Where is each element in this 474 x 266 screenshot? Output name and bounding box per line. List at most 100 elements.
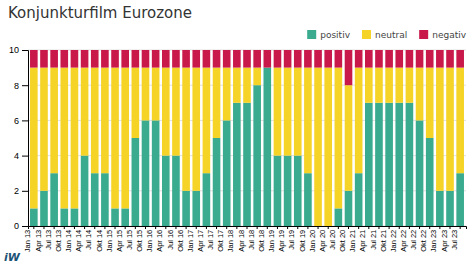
x-tick: Jul 14 xyxy=(84,226,94,250)
x-tick-mark xyxy=(125,226,126,229)
x-tick-mark xyxy=(399,226,400,229)
bar-segment xyxy=(111,68,119,209)
bar-segment xyxy=(284,68,292,156)
x-tick: Jan 16 xyxy=(145,226,155,252)
bar-segment xyxy=(385,68,393,103)
bar-segment xyxy=(172,156,180,226)
x-tick: Jan 17 xyxy=(186,226,196,252)
x-tick-mark xyxy=(429,226,430,229)
x-tick: Okt 14 xyxy=(95,226,105,252)
bar-segment xyxy=(30,68,38,209)
bar-segment xyxy=(436,50,444,68)
x-tick-label: Apr 22 xyxy=(399,230,408,252)
x-tick: Apr 23 xyxy=(440,226,450,252)
bar-segment xyxy=(111,50,119,68)
bar-segment xyxy=(182,50,190,68)
annotation: iW xyxy=(4,251,21,264)
x-tick-mark xyxy=(186,226,187,229)
legend-label: neutral xyxy=(375,30,407,40)
bar-segment xyxy=(162,50,170,68)
x-tick-mark xyxy=(439,226,440,229)
x-tick-mark xyxy=(267,226,268,229)
bar-segment xyxy=(243,68,251,103)
bar-segment xyxy=(365,50,373,68)
x-tick-mark xyxy=(196,226,197,229)
x-tick: Apr 21 xyxy=(358,226,368,252)
x-tick-mark xyxy=(115,226,116,229)
x-tick: Apr 14 xyxy=(74,226,84,252)
bar-segment xyxy=(375,50,383,68)
bar-segment xyxy=(365,68,373,103)
y-tick-mark xyxy=(22,85,28,86)
plot: 0246810Jan 13Apr 13Jul 13Okt 13Jan 14Apr… xyxy=(9,45,467,252)
bar-segment xyxy=(456,68,464,174)
bar-segment xyxy=(345,50,353,85)
x-tick-label: Apr 15 xyxy=(115,230,124,252)
x-tick-mark xyxy=(409,226,410,229)
bar-segment xyxy=(406,68,414,103)
bar-segment xyxy=(406,103,414,226)
bar-segment xyxy=(91,50,99,68)
bar-segment xyxy=(162,156,170,226)
legend-label: negativ xyxy=(432,30,466,40)
legend-item: positiv xyxy=(307,30,350,40)
x-tick-label: Jan 19 xyxy=(267,230,276,253)
x-tick-label: Okt 14 xyxy=(95,230,104,252)
x-tick-label: Jul 20 xyxy=(328,230,337,250)
bar-segment xyxy=(71,50,79,68)
x-tick-label: Jan 21 xyxy=(348,230,357,253)
bar-segment xyxy=(314,50,322,68)
y-tick: 10 xyxy=(9,45,28,55)
grid xyxy=(28,50,466,226)
x-tick-label: Apr 16 xyxy=(155,230,164,252)
bar-segment xyxy=(426,138,434,226)
x-tick-label: Okt 22 xyxy=(419,230,428,252)
bar-segment xyxy=(50,50,58,68)
bar-segment xyxy=(314,68,322,226)
bar-segment xyxy=(395,50,403,68)
x-tick-mark xyxy=(247,226,248,229)
x-tick-label: Okt 15 xyxy=(135,230,144,252)
x-tick-label: Apr 14 xyxy=(74,230,83,252)
x-tick-mark xyxy=(135,226,136,229)
x-tick: Jul 22 xyxy=(409,226,419,250)
y-tick-mark xyxy=(22,120,28,121)
x-tick-label: Jan 22 xyxy=(389,230,398,253)
x-tick-label: Apr 19 xyxy=(277,230,286,252)
y-tick-label: 10 xyxy=(9,45,19,55)
x-tick: Jan 15 xyxy=(105,226,115,252)
x-tick-label: Jul 13 xyxy=(44,230,53,250)
x-tick: Jul 17 xyxy=(206,226,216,250)
y-tick: 6 xyxy=(14,116,28,126)
x-tick-label: Apr 18 xyxy=(237,230,246,252)
x-tick: Jul 23 xyxy=(450,226,460,250)
bar-segment xyxy=(355,173,363,226)
bar-segment xyxy=(335,208,343,226)
x-tick-label: Jul 16 xyxy=(166,230,175,250)
y-tick-mark xyxy=(22,50,28,51)
bar-segment xyxy=(345,85,353,191)
bar-segment xyxy=(223,68,231,121)
bar-segment xyxy=(446,191,454,226)
y-tick-label: 0 xyxy=(14,221,19,231)
x-tick-mark xyxy=(64,226,65,229)
bar-segment xyxy=(71,68,79,209)
x-tick-mark xyxy=(236,226,237,229)
x-axis-line xyxy=(29,227,467,230)
x-tick-label: Jan 23 xyxy=(429,230,438,253)
x-tick: Jan 19 xyxy=(267,226,277,252)
x-tick-mark xyxy=(84,226,85,229)
y-axis: 0246810 xyxy=(9,45,29,231)
x-tick: Jan 23 xyxy=(429,226,439,252)
bar-segment xyxy=(71,208,79,226)
x-tick-mark xyxy=(165,226,166,229)
x-tick-mark xyxy=(419,226,420,229)
bar-segment xyxy=(446,68,454,191)
bar-segment xyxy=(192,68,200,191)
x-tick: Apr 16 xyxy=(155,226,165,252)
x-tick-label: Jul 17 xyxy=(206,230,215,250)
x-tick-mark xyxy=(33,226,34,229)
x-tick-mark xyxy=(54,226,55,229)
bar-segment xyxy=(203,50,211,68)
x-tick-mark xyxy=(378,226,379,229)
